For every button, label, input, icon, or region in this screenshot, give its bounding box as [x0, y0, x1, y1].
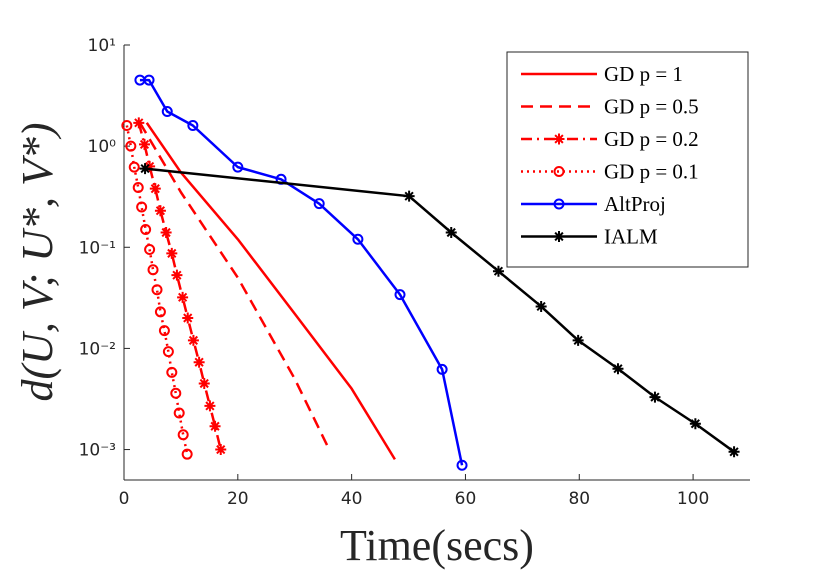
marker [133, 117, 145, 129]
legend-label: GD p = 0.2 [604, 127, 699, 151]
marker [161, 106, 173, 118]
marker [445, 226, 457, 238]
marker [154, 306, 166, 318]
marker [553, 133, 565, 145]
marker [132, 181, 144, 193]
marker [209, 420, 221, 432]
marker [128, 161, 140, 173]
legend-box [506, 51, 749, 268]
marker [352, 233, 364, 245]
marker [215, 444, 227, 456]
marker [121, 119, 133, 131]
legend-label: GD p = 1 [604, 62, 683, 86]
marker [143, 74, 155, 86]
marker [139, 163, 151, 175]
marker [177, 291, 189, 303]
x-tick-label: 80 [568, 489, 590, 509]
marker [187, 119, 199, 131]
marker [553, 231, 565, 242]
marker [140, 223, 152, 235]
y-tick-label: 10⁻¹ [79, 238, 116, 258]
marker [553, 166, 565, 177]
marker [403, 190, 415, 202]
marker [492, 265, 504, 277]
marker [181, 448, 193, 460]
marker [553, 198, 565, 210]
marker [149, 183, 161, 195]
marker [182, 312, 194, 324]
marker [151, 284, 163, 296]
marker [166, 247, 178, 259]
marker [313, 198, 325, 210]
series-line [145, 122, 396, 461]
marker [162, 346, 174, 358]
y-tick-label: 10¹ [88, 36, 116, 56]
marker [232, 161, 244, 173]
marker [649, 391, 661, 403]
marker [177, 429, 189, 441]
y-axis-label: d(U, V; U*, V*) [13, 123, 62, 402]
marker [160, 226, 172, 238]
marker [394, 289, 406, 301]
marker [173, 407, 185, 419]
marker [144, 160, 156, 172]
marker [144, 244, 156, 256]
x-tick-label: 40 [341, 489, 363, 509]
marker [170, 387, 182, 399]
series-line [144, 167, 735, 453]
series-line [138, 122, 329, 446]
marker [728, 446, 740, 458]
marker [198, 377, 210, 389]
marker [436, 363, 448, 375]
legend-label: IALM [604, 225, 658, 249]
marker [612, 363, 624, 375]
series-line [139, 78, 464, 466]
legend-label: AltProj [604, 192, 666, 216]
marker [147, 264, 159, 276]
x-tick-label: 0 [119, 489, 130, 509]
marker [136, 201, 148, 213]
x-tick-label: 20 [227, 489, 249, 509]
y-tick-label: 10⁻² [79, 339, 116, 359]
marker [187, 334, 199, 346]
marker [138, 138, 150, 150]
marker [572, 334, 584, 346]
legend-label: GD p = 0.1 [604, 160, 699, 184]
marker [689, 418, 701, 430]
marker [158, 325, 170, 337]
x-tick-label: 100 [677, 489, 709, 509]
marker [171, 269, 183, 281]
x-axis-label: Time(secs) [340, 521, 534, 570]
marker [125, 140, 137, 152]
marker [535, 300, 547, 312]
marker [204, 400, 216, 412]
x-tick-label: 60 [455, 489, 477, 509]
y-tick-label: 10⁻³ [79, 441, 116, 461]
series-line [137, 122, 222, 450]
legend-label: GD p = 0.5 [604, 95, 699, 119]
marker [456, 459, 468, 471]
marker [166, 366, 178, 378]
marker [193, 356, 205, 368]
y-tick-label: 10⁰ [88, 137, 117, 157]
marker [154, 205, 166, 217]
